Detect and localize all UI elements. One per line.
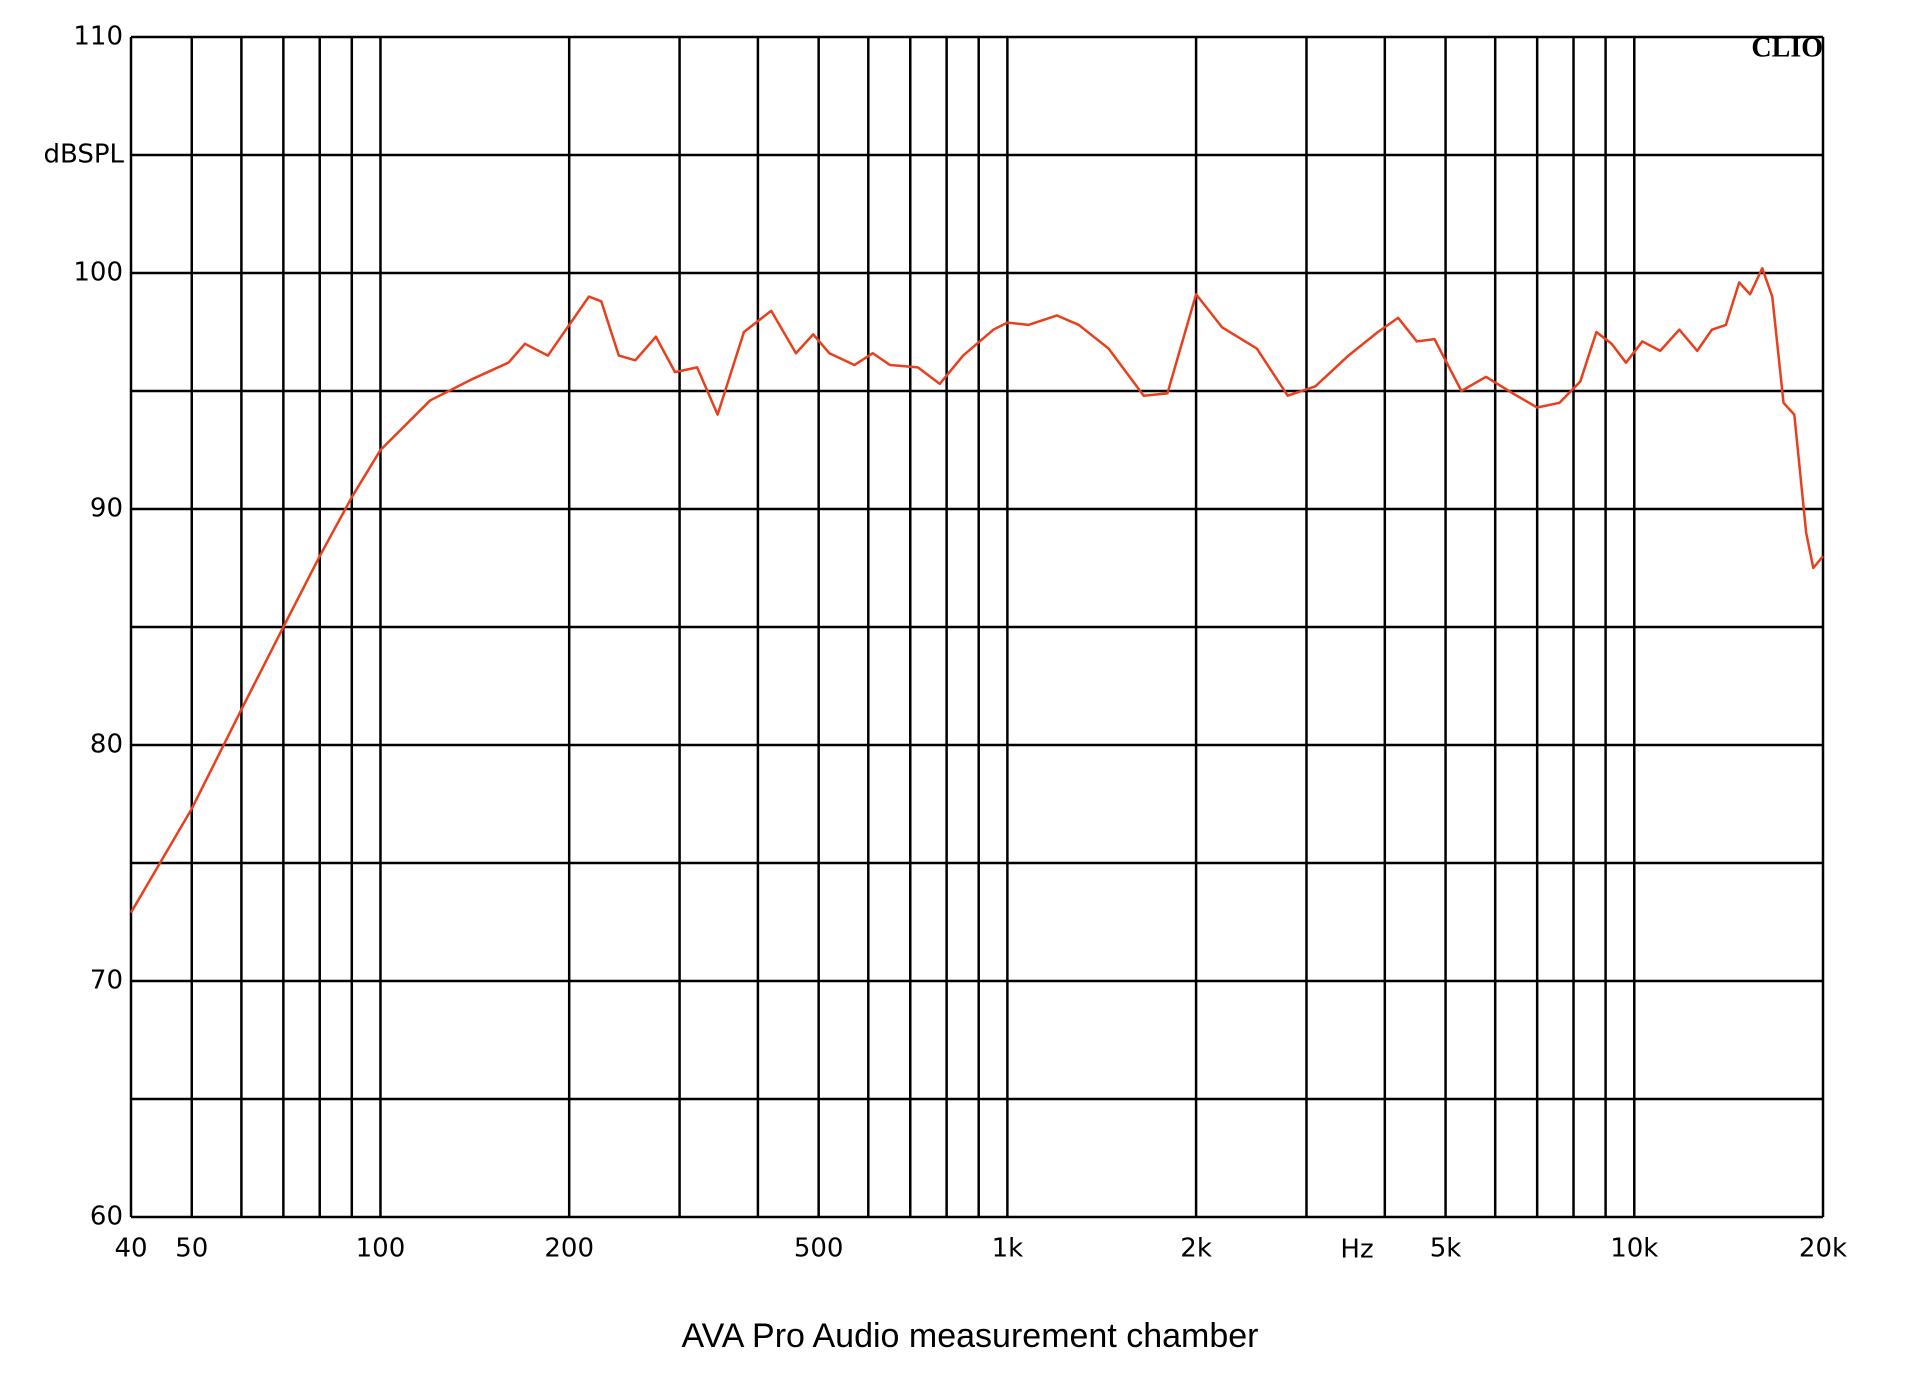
x-tick-label: 40 [114,1234,147,1264]
y-tick-label: 60 [90,1202,123,1232]
x-tick-label: 500 [794,1234,844,1264]
x-tick-label: 20k [1799,1234,1847,1264]
caption: AVA Pro Audio measurement chamber [681,1317,1258,1355]
data-line [129,267,1824,914]
x-tick-label: 1k [992,1234,1024,1264]
y-tick-label: 110 [73,22,123,52]
x-tick-label: 10k [1610,1234,1658,1264]
x-tick-label: 200 [544,1234,594,1264]
y-tick-label: 100 [73,258,123,288]
x-tick-label: 50 [175,1234,208,1264]
y-axis-label: dBSPL [43,140,124,170]
x-axis-label: Hz [1340,1235,1373,1265]
y-tick-label: 80 [90,730,123,760]
x-tick-label: 2k [1180,1234,1212,1264]
x-tick-label: 5k [1430,1234,1462,1264]
y-tick-label: 70 [90,966,123,996]
y-tick-label: 90 [90,494,123,524]
x-tick-label: 100 [356,1234,406,1264]
